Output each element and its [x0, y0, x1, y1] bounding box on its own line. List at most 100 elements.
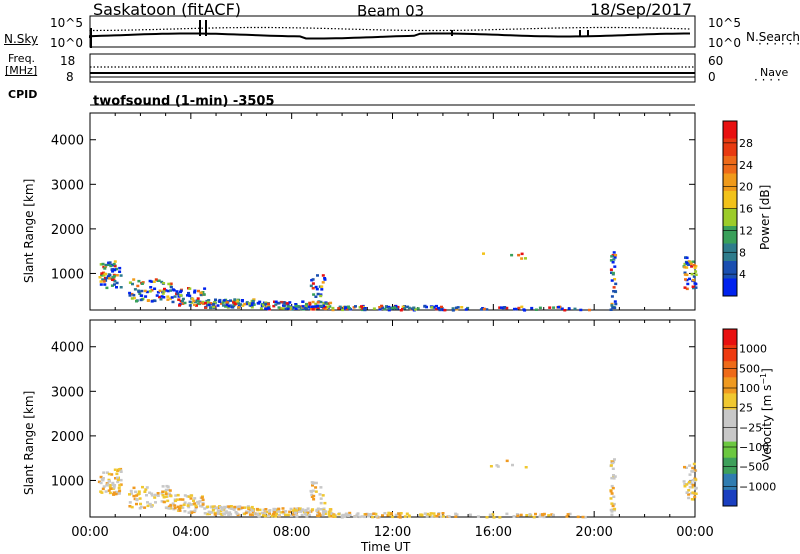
power-data-cell: [329, 301, 333, 305]
power-colorbar-tick-label: 28: [739, 137, 753, 150]
velocity-data-cell: [407, 515, 411, 518]
power-data-cell: [538, 306, 542, 310]
velocity-colorbar-tick-label: −100: [739, 441, 769, 454]
power-data-cell: [401, 305, 405, 308]
power-ytick-label: 2000: [51, 223, 84, 238]
velocity-data-cell: [116, 480, 120, 484]
power-data-cell: [138, 292, 142, 295]
power-data-cell: [316, 292, 320, 296]
velocity-data-cell: [516, 514, 520, 518]
velocity-data-cell: [687, 489, 691, 492]
power-data-cell: [192, 299, 196, 303]
velocity-data-cell: [613, 475, 617, 478]
freq-label-line2: [MHz]: [5, 64, 38, 77]
velocity-data-cell: [318, 512, 322, 515]
power-data-cell: [140, 289, 144, 293]
velocity-colorbar-swatch: [723, 345, 737, 362]
velocity-data-cell: [300, 513, 304, 517]
velocity-data-cell: [190, 511, 194, 514]
power-data-cell: [106, 275, 110, 278]
power-data-cell: [264, 307, 268, 310]
power-colorbar-tick-label: 8: [739, 246, 746, 259]
velocity-data-cell: [306, 507, 310, 510]
velocity-colorbar-tick-label: 500: [739, 362, 760, 375]
velocity-data-cell: [160, 492, 164, 495]
power-data-cell: [319, 293, 323, 296]
power-data-cell: [243, 302, 247, 306]
power-data-cell: [239, 303, 243, 306]
velocity-data-cell: [268, 512, 271, 516]
velocity-data-cell: [262, 508, 266, 512]
velocity-data-cell: [611, 461, 615, 465]
velocity-data-cell: [311, 508, 315, 511]
power-data-cell: [264, 301, 268, 304]
power-data-cell: [100, 274, 104, 277]
velocity-data-cell: [289, 514, 293, 517]
power-data-cell: [155, 294, 159, 297]
velocity-data-cell: [235, 512, 239, 515]
velocity-data-cell: [565, 515, 569, 518]
power-data-cell: [510, 253, 514, 257]
power-data-cell: [209, 302, 213, 305]
power-data-cell: [530, 306, 534, 310]
power-data-cell: [393, 306, 396, 309]
power-data-cell: [245, 301, 249, 304]
velocity-data-cell: [690, 482, 694, 485]
power-data-cell: [160, 280, 164, 284]
power-data-cell: [688, 277, 691, 281]
velocity-data-cell: [609, 497, 613, 500]
velocity-data-cell: [176, 505, 180, 509]
power-data-cell: [482, 252, 485, 255]
power-data-cell: [683, 286, 687, 289]
power-data-cell: [177, 298, 181, 301]
velocity-data-cell: [525, 514, 529, 517]
power-data-cell: [140, 282, 144, 285]
power-data-cell: [222, 299, 226, 302]
power-data-cell: [613, 306, 617, 310]
velocity-data-cell: [251, 510, 255, 514]
power-data-cell: [609, 308, 613, 311]
velocity-data-cell: [102, 485, 106, 488]
power-data-cell: [693, 282, 697, 285]
velocity-data-cell: [286, 513, 290, 517]
velocity-data-cell: [173, 504, 177, 507]
velocity-data-cell: [566, 513, 570, 516]
power-data-cell: [248, 304, 252, 307]
velocity-data-cell: [311, 489, 315, 492]
velocity-data-cell: [327, 513, 331, 516]
velocity-data-cell: [454, 512, 458, 516]
velocity-data-cell: [166, 499, 170, 503]
velocity-data-cell: [430, 515, 434, 518]
nsky-line: [89, 32, 690, 40]
power-data-cell: [437, 306, 440, 310]
velocity-data-cell: [428, 513, 432, 517]
power-colorbar-tick-label: 24: [739, 159, 753, 172]
velocity-data-cell: [148, 502, 152, 506]
velocity-data-cell: [223, 505, 227, 509]
velocity-data-cell: [515, 513, 519, 516]
velocity-data-cell: [144, 488, 148, 491]
velocity-data-cell: [612, 477, 616, 480]
velocity-data-cell: [319, 508, 323, 511]
power-data-cell: [308, 301, 312, 305]
velocity-data-cell: [117, 486, 121, 490]
power-data-cell: [309, 284, 313, 288]
power-data-cell: [169, 282, 173, 285]
nsearch-legend-dots: · · · · · · ·: [758, 37, 800, 51]
velocity-data-cell: [186, 504, 190, 507]
velocity-data-cell: [295, 514, 299, 518]
velocity-data-cell: [249, 507, 253, 510]
velocity-data-cell: [612, 474, 615, 477]
nsearch-tick-high: 10^5: [708, 16, 741, 30]
power-data-cell: [614, 282, 618, 286]
power-data-cell: [277, 301, 281, 305]
power-data-cell: [548, 306, 552, 309]
power-data-cell: [520, 305, 524, 309]
velocity-data-cell: [117, 468, 121, 471]
velocity-data-cell: [512, 515, 516, 518]
power-data-cell: [99, 283, 103, 286]
velocity-colorbar-swatch: [723, 361, 737, 378]
velocity-data-cell: [294, 511, 298, 515]
power-data-cell: [191, 297, 195, 301]
power-data-cell: [167, 282, 171, 286]
